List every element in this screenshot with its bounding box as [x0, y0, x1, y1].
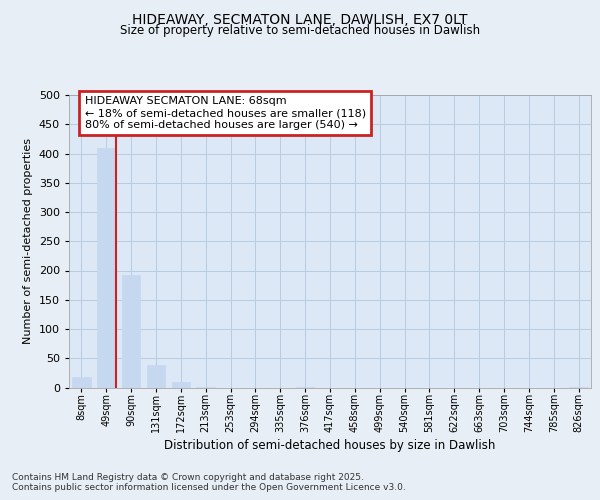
- Text: Contains HM Land Registry data © Crown copyright and database right 2025.: Contains HM Land Registry data © Crown c…: [12, 472, 364, 482]
- Bar: [72, 377, 91, 388]
- Bar: [296, 387, 314, 388]
- X-axis label: Distribution of semi-detached houses by size in Dawlish: Distribution of semi-detached houses by …: [164, 440, 496, 452]
- Y-axis label: Number of semi-detached properties: Number of semi-detached properties: [23, 138, 33, 344]
- Text: Size of property relative to semi-detached houses in Dawlish: Size of property relative to semi-detach…: [120, 24, 480, 37]
- Text: HIDEAWAY SECMATON LANE: 68sqm
← 18% of semi-detached houses are smaller (118)
80: HIDEAWAY SECMATON LANE: 68sqm ← 18% of s…: [85, 96, 366, 130]
- Bar: [122, 274, 140, 388]
- Bar: [97, 148, 116, 388]
- Bar: [569, 387, 588, 388]
- Text: Contains public sector information licensed under the Open Government Licence v3: Contains public sector information licen…: [12, 483, 406, 492]
- Bar: [196, 387, 215, 388]
- Text: HIDEAWAY, SECMATON LANE, DAWLISH, EX7 0LT: HIDEAWAY, SECMATON LANE, DAWLISH, EX7 0L…: [132, 12, 468, 26]
- Bar: [146, 366, 166, 388]
- Bar: [172, 382, 190, 388]
